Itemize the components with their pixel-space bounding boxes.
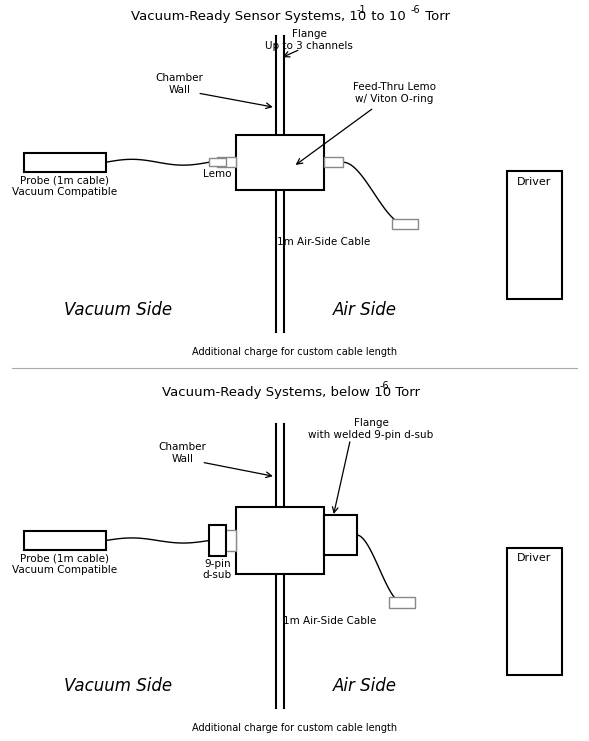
Bar	[324, 515, 357, 555]
Text: Driver: Driver	[517, 176, 552, 187]
Bar	[209, 159, 226, 166]
Text: Chamber
Wall: Chamber Wall	[155, 73, 204, 95]
Text: 1m Air-Side Cable: 1m Air-Side Cable	[277, 237, 370, 247]
Text: Vacuum-Ready Systems, below 10: Vacuum-Ready Systems, below 10	[162, 386, 391, 399]
Text: Air Side: Air Side	[333, 677, 397, 695]
Bar	[219, 531, 236, 551]
Text: Additional charge for custom cable length: Additional charge for custom cable lengt…	[192, 723, 397, 734]
Bar	[324, 157, 343, 167]
Bar	[24, 153, 106, 172]
Text: Vacuum Side: Vacuum Side	[64, 677, 172, 695]
Text: Torr: Torr	[421, 10, 451, 23]
Text: Chamber
Wall: Chamber Wall	[158, 442, 207, 464]
Text: 1m Air-Side Cable: 1m Air-Side Cable	[283, 616, 376, 625]
Bar	[236, 135, 324, 190]
Text: Feed-Thru Lemo
w/ Viton O-ring: Feed-Thru Lemo w/ Viton O-ring	[353, 82, 436, 104]
Bar	[507, 171, 562, 299]
Bar	[236, 507, 324, 574]
Text: Flange
with welded 9-pin d-sub: Flange with welded 9-pin d-sub	[309, 419, 434, 440]
Text: Vacuum Side: Vacuum Side	[64, 301, 172, 319]
Bar	[209, 525, 226, 556]
Bar	[392, 219, 418, 229]
Bar	[24, 531, 106, 550]
Text: Vacuum-Ready Sensor Systems, 10: Vacuum-Ready Sensor Systems, 10	[131, 10, 367, 23]
Text: to 10: to 10	[367, 10, 406, 23]
Text: Probe (1m cable)
Vacuum Compatible: Probe (1m cable) Vacuum Compatible	[12, 176, 117, 197]
Text: Torr: Torr	[391, 386, 419, 399]
Text: Driver: Driver	[517, 553, 552, 563]
Text: Flange
Up to 3 channels: Flange Up to 3 channels	[265, 30, 353, 51]
Text: Air Side: Air Side	[333, 301, 397, 319]
Text: -6: -6	[380, 382, 389, 391]
Text: Probe (1m cable)
Vacuum Compatible: Probe (1m cable) Vacuum Compatible	[12, 554, 117, 575]
Bar	[217, 157, 236, 167]
Text: -1: -1	[356, 5, 366, 15]
Text: 9-pin
d-sub: 9-pin d-sub	[203, 559, 232, 580]
Bar	[389, 597, 415, 608]
Text: Lemo: Lemo	[203, 169, 231, 179]
Text: -6: -6	[411, 5, 420, 15]
Bar	[507, 548, 562, 675]
Text: Additional charge for custom cable length: Additional charge for custom cable lengt…	[192, 347, 397, 357]
